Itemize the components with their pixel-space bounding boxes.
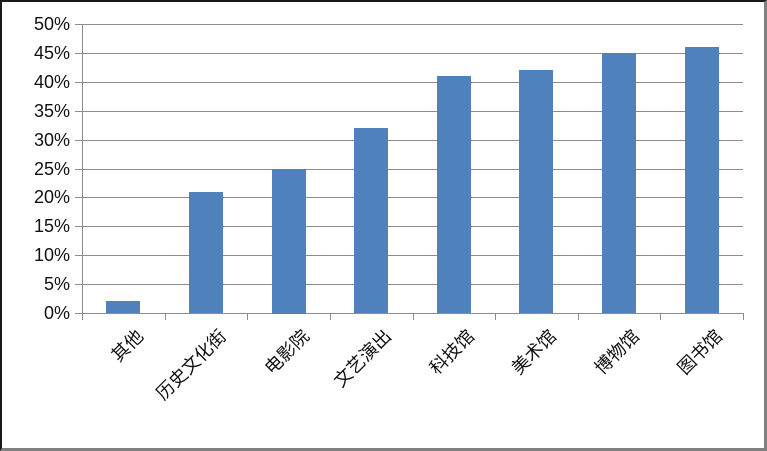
x-axis-tick [413, 313, 414, 320]
y-axis-label: 40% [33, 72, 70, 92]
x-axis-label: 美术馆 [508, 326, 561, 379]
y-axis-tick [75, 169, 82, 170]
x-axis-tick [743, 313, 744, 320]
gridline [82, 140, 743, 141]
y-axis-tick [75, 24, 82, 25]
y-axis-label: 0% [43, 303, 70, 323]
gridline [82, 169, 743, 170]
y-axis-tick [75, 197, 82, 198]
gridline [82, 53, 743, 54]
x-axis-label: 博物馆 [590, 326, 644, 379]
bar [272, 169, 306, 314]
y-axis-label: 25% [33, 159, 70, 179]
y-axis-label: 5% [43, 274, 70, 294]
x-axis-label: 科技馆 [425, 326, 478, 379]
x-axis-label: 其他 [107, 326, 148, 366]
y-axis-label: 50% [33, 14, 70, 34]
gridline [82, 82, 743, 83]
x-axis-label: 电影院 [260, 326, 313, 379]
bar [602, 53, 636, 313]
bar [354, 128, 388, 313]
bar [189, 192, 223, 313]
gridline [82, 24, 743, 25]
gridline [82, 284, 743, 285]
x-axis-tick [660, 313, 661, 320]
y-axis-label: 10% [33, 245, 70, 265]
y-axis-tick [75, 255, 82, 256]
x-axis-tick [82, 313, 83, 320]
y-axis-tick [75, 53, 82, 54]
y-axis-label: 35% [33, 101, 70, 121]
y-axis-tick [75, 82, 82, 83]
x-axis-label: 图书馆 [673, 326, 726, 379]
gridline [82, 226, 743, 227]
y-axis-tick [75, 111, 82, 112]
bar [106, 301, 140, 313]
gridline [82, 197, 743, 198]
gridline [82, 111, 743, 112]
y-axis-tick [75, 284, 82, 285]
x-axis-tick [578, 313, 579, 320]
x-axis-tick [247, 313, 248, 320]
y-axis-label: 45% [33, 43, 70, 63]
bar [437, 76, 471, 313]
bar [685, 47, 719, 313]
x-axis-label: 文艺演出 [330, 326, 396, 392]
x-axis-line [82, 313, 743, 314]
y-axis-label: 15% [33, 216, 70, 236]
x-axis-tick [165, 313, 166, 320]
x-axis-tick [330, 313, 331, 320]
y-axis-tick [75, 140, 82, 141]
bar [519, 70, 553, 313]
gridline [82, 255, 743, 256]
y-axis-label: 20% [33, 187, 70, 207]
y-axis-tick [75, 313, 82, 314]
y-axis-label: 30% [33, 130, 70, 150]
x-axis-tick [495, 313, 496, 320]
x-axis-label: 历史文化街 [152, 326, 231, 404]
y-axis-tick [75, 226, 82, 227]
y-axis-line [82, 24, 83, 320]
